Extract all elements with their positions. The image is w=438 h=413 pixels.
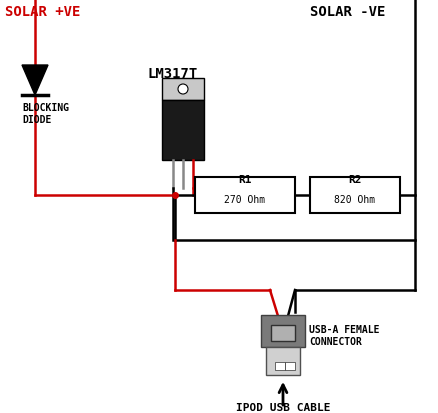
Bar	[162, 100, 204, 160]
Polygon shape	[22, 65, 48, 95]
Text: 270 Ohm: 270 Ohm	[224, 195, 265, 205]
Bar	[284, 362, 294, 370]
Circle shape	[177, 84, 187, 94]
Bar	[270, 325, 294, 341]
Bar	[261, 315, 304, 347]
Bar	[162, 78, 204, 100]
Text: SOLAR -VE: SOLAR -VE	[309, 5, 385, 19]
Bar	[309, 177, 399, 213]
Text: SOLAR +VE: SOLAR +VE	[5, 5, 80, 19]
Bar	[274, 362, 284, 370]
Bar	[265, 347, 299, 375]
Text: R1: R1	[238, 175, 251, 185]
Text: LM317T: LM317T	[148, 67, 198, 81]
Bar	[194, 177, 294, 213]
Text: BLOCKING
DIODE: BLOCKING DIODE	[22, 103, 69, 125]
Text: IPOD USB CABLE: IPOD USB CABLE	[235, 403, 329, 413]
Text: USB-A FEMALE
CONNECTOR: USB-A FEMALE CONNECTOR	[308, 325, 378, 347]
Text: R2: R2	[347, 175, 361, 185]
Text: 820 Ohm: 820 Ohm	[334, 195, 374, 205]
